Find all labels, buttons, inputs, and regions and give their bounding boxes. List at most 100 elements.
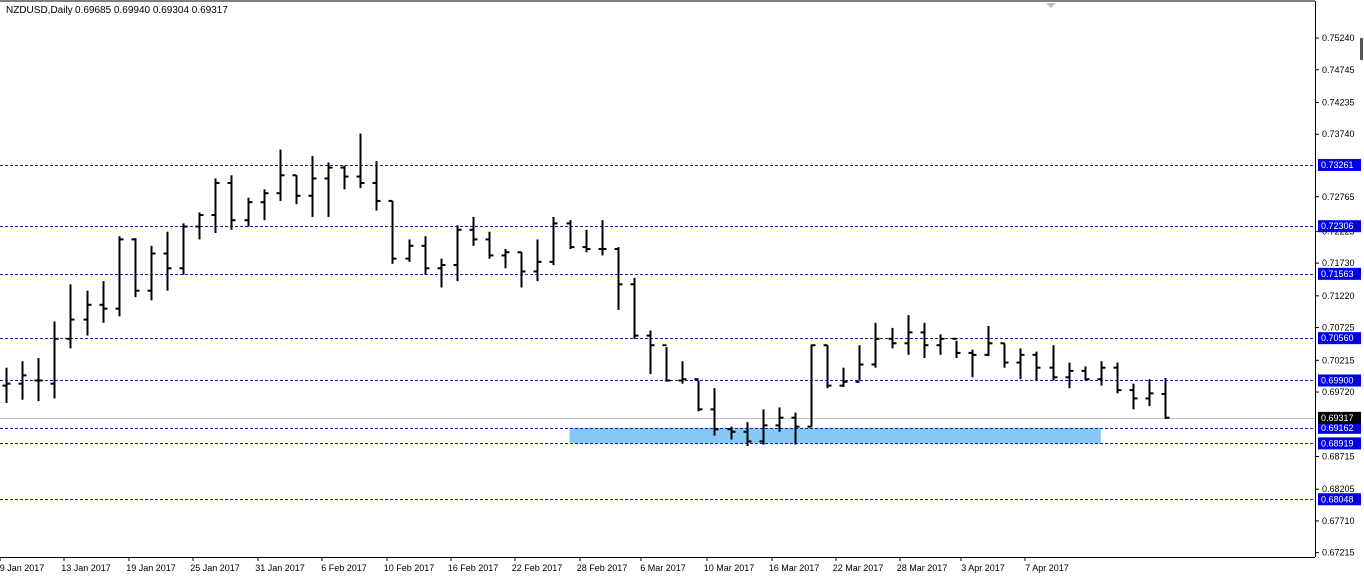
time-axis[interactable]: 9 Jan 2017 13 Jan 2017 19 Jan 2017 25 Jan 2…	[0, 557, 1069, 573]
ohlc-bar[interactable]	[823, 344, 832, 389]
ohlc-bar[interactable]	[83, 290, 92, 336]
ohlc-bar[interactable]	[936, 334, 945, 355]
ohlc-bar[interactable]	[984, 325, 993, 357]
ohlc-bar[interactable]	[759, 409, 768, 445]
ohlc-bar[interactable]	[1097, 361, 1106, 386]
current-price-label-bg	[1318, 411, 1361, 424]
ohlc-bar[interactable]	[34, 358, 43, 402]
ohlc-bar[interactable]	[582, 229, 591, 253]
level-label-text: 0.69162	[1321, 423, 1354, 433]
ohlc-bar[interactable]	[920, 322, 929, 359]
ohlc-bar[interactable]	[904, 315, 913, 355]
ohlc-bar[interactable]	[195, 212, 204, 240]
ohlc-bar[interactable]	[1113, 362, 1122, 394]
ohlc-bar[interactable]	[968, 349, 977, 378]
ohlc-bar[interactable]	[839, 367, 848, 387]
ohlc-bar[interactable]	[1081, 366, 1090, 381]
ohlc-bar[interactable]	[211, 178, 220, 233]
ohlc-bar[interactable]	[566, 220, 575, 250]
level-price-label: 0.73261	[1318, 158, 1361, 171]
ohlc-bar[interactable]	[1129, 383, 1138, 410]
ohlc-bar[interactable]	[1016, 348, 1025, 380]
level-label-text: 0.71563	[1321, 269, 1354, 279]
ohlc-bar[interactable]	[1145, 379, 1154, 407]
chart-ohlc-readout: 0.69685 0.69940 0.69304 0.69317	[75, 5, 228, 16]
ohlc-bar[interactable]	[244, 197, 253, 227]
price-scale-handle[interactable]	[1360, 38, 1363, 60]
ohlc-bar[interactable]	[131, 238, 140, 298]
ohlc-bar[interactable]	[855, 345, 864, 383]
ohlc-bar[interactable]	[646, 330, 655, 375]
time-tick-label: 25 Jan 2017	[190, 563, 240, 573]
ohlc-bar[interactable]	[1000, 342, 1009, 368]
ohlc-bar[interactable]	[888, 327, 897, 349]
ohlc-bar[interactable]	[598, 220, 607, 256]
ohlc-bar[interactable]	[453, 225, 462, 282]
ohlc-bar[interactable]	[99, 281, 108, 323]
ohlc-bar[interactable]	[179, 223, 188, 275]
level-label-bg	[1318, 267, 1361, 280]
ohlc-bar[interactable]	[1065, 362, 1074, 389]
time-tick-label: 31 Jan 2017	[255, 563, 305, 573]
ohlc-bar[interactable]	[533, 239, 542, 282]
ohlc-bar[interactable]	[421, 236, 430, 275]
ohlc-bar[interactable]	[147, 245, 156, 301]
ohlc-bar[interactable]	[517, 251, 526, 288]
ohlc-bar[interactable]	[388, 199, 397, 264]
ohlc-bar[interactable]	[1032, 351, 1041, 381]
ohlc-bar[interactable]	[501, 249, 510, 269]
level-label-bg	[1318, 421, 1361, 434]
ohlc-bar[interactable]	[614, 247, 623, 310]
ohlc-bar[interactable]	[276, 149, 285, 201]
ohlc-bar[interactable]	[469, 216, 478, 246]
time-tick-label: 22 Mar 2017	[833, 563, 884, 573]
chart-symbol-label: NZDUSD,Daily	[6, 5, 73, 16]
ohlc-bar[interactable]	[66, 284, 75, 349]
ohlc-bar[interactable]	[372, 161, 381, 211]
ohlc-bar[interactable]	[630, 277, 639, 339]
ohlc-bar[interactable]	[952, 337, 961, 359]
ohlc-bar[interactable]	[340, 165, 349, 190]
price-tick-label: 0.74235	[1322, 97, 1355, 107]
ohlc-bar[interactable]	[549, 216, 558, 266]
ohlc-bar[interactable]	[227, 175, 236, 230]
ohlc-bar[interactable]	[308, 156, 317, 217]
time-tick-label: 9 Jan 2017	[0, 563, 44, 573]
price-tick-label: 0.71730	[1322, 258, 1355, 268]
ohlc-bar[interactable]	[694, 378, 703, 412]
ohlc-bar[interactable]	[260, 189, 269, 221]
ohlc-bar[interactable]	[485, 231, 494, 259]
ohlc-bar[interactable]	[50, 321, 59, 399]
ohlc-bar[interactable]	[743, 422, 752, 446]
ohlc-bar[interactable]	[356, 133, 365, 189]
chart-shift-marker-icon[interactable]	[1046, 3, 1056, 8]
ohlc-bar[interactable]	[292, 174, 301, 205]
price-tick-label: 0.68715	[1322, 451, 1355, 461]
ohlc-bar[interactable]	[163, 231, 172, 291]
ohlc-bar[interactable]	[2, 367, 11, 403]
support-zone-layer	[569, 427, 1101, 444]
ohlc-bar[interactable]	[1049, 345, 1058, 381]
ohlc-bar[interactable]	[115, 236, 124, 317]
level-price-label: 0.69900	[1318, 374, 1361, 387]
ohlc-bar[interactable]	[775, 407, 784, 432]
level-price-label: 0.68048	[1318, 493, 1361, 506]
ohlc-bar[interactable]	[437, 258, 446, 288]
ohlc-bar[interactable]	[710, 388, 719, 436]
ohlc-bar[interactable]	[791, 412, 800, 445]
level-lines-layer	[0, 165, 1315, 500]
ohlc-bar[interactable]	[727, 426, 736, 440]
ohlc-bar[interactable]	[807, 344, 816, 428]
ohlc-bar[interactable]	[18, 361, 27, 400]
ohlc-bar[interactable]	[1161, 377, 1170, 419]
ohlc-bar[interactable]	[662, 344, 671, 382]
level-price-label: 0.71563	[1318, 267, 1361, 280]
ohlc-bar[interactable]	[405, 239, 414, 262]
price-tick-label: 0.68205	[1322, 484, 1355, 494]
current-price-label: 0.69317	[1318, 411, 1361, 424]
ohlc-bar[interactable]	[871, 322, 880, 368]
ohlc-bar[interactable]	[324, 162, 333, 217]
ohlc-bar[interactable]	[678, 361, 687, 384]
support-zone[interactable]	[569, 427, 1101, 444]
